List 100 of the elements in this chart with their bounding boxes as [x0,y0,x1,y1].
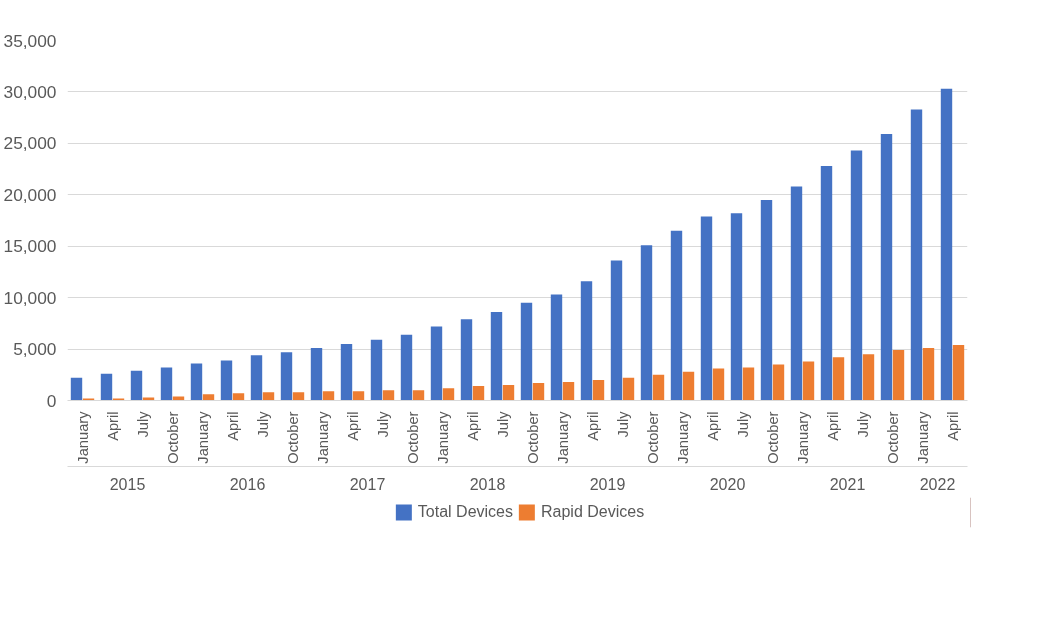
x-tick-label: July [374,410,391,438]
bar [652,374,665,401]
x-tick-label: July [854,410,871,438]
x-tick-label: July [614,410,631,438]
bar [730,213,743,401]
x-tick-label: October [164,411,181,464]
bar [640,245,653,401]
bar [892,350,905,401]
y-tick-label: 25,000 [3,133,57,154]
x-tick-label: July [134,410,151,438]
text: 2017 [349,475,386,493]
bar [532,383,545,401]
x-tick-label: January [314,410,331,464]
bar [712,368,725,401]
bar [802,361,815,401]
bar [682,371,695,401]
text: 2021 [829,475,866,493]
bar [292,392,305,401]
x-tick-label: January [914,410,931,464]
bar [862,354,875,401]
bar [382,390,395,401]
bar [460,319,473,401]
bar [772,364,785,401]
text: 2019 [589,475,626,493]
bar [340,343,353,401]
x-tick-label: January [74,410,91,464]
bar [760,199,773,401]
bar [592,379,605,401]
bar [322,391,335,401]
x-tick-label: April [704,411,721,441]
bar [820,165,833,401]
bar [472,386,485,401]
bar [700,216,713,401]
bar [670,230,683,401]
x-tick-label: July [494,410,511,438]
x-tick-label: April [104,411,121,441]
bar [262,392,275,401]
text: 2020 [709,475,746,493]
bar [610,260,623,401]
bar [832,357,845,401]
x-tick-label: January [554,410,571,464]
bar [412,390,425,401]
x-tick-label: October [644,411,661,464]
text: 2022 [919,475,956,493]
bar [850,150,863,401]
text: 2016 [229,475,266,493]
text: 2015 [109,475,146,493]
x-tick-label: January [434,410,451,464]
legend-label: Total Devices [417,503,513,521]
bar [370,339,383,401]
x-tick-label: October [524,411,541,464]
text: 2018 [469,475,506,493]
y-tick-label: 0 [46,390,57,411]
x-tick-label: October [884,411,901,464]
legend-label: Rapid Devices [541,503,645,521]
bar [580,281,593,401]
bar [250,355,263,401]
bar [352,391,365,401]
y-tick-label: 30,000 [3,81,57,102]
bar [520,302,533,401]
bar [142,397,155,401]
x-tick-label: October [284,411,301,464]
x-tick-label: April [464,411,481,441]
x-tick-label: October [764,411,781,464]
x-tick-label: April [344,411,361,441]
bar [130,370,143,401]
x-tick-label: April [944,411,961,441]
x-tick-label: April [584,411,601,441]
bar [562,381,575,401]
bar [550,294,563,401]
bar [742,367,755,401]
bar [220,360,233,401]
bar [400,334,413,401]
bar [160,367,173,401]
bar [190,363,203,401]
bar [112,398,125,401]
bar [82,398,95,401]
y-tick-label: 5,000 [13,339,57,360]
y-tick-label: 35,000 [3,30,57,51]
bar [922,348,935,401]
x-tick-label: April [224,411,241,441]
bar [490,312,503,401]
bar [952,344,965,401]
bar [910,109,923,401]
bar [232,393,245,401]
bar [502,385,515,401]
bar [70,377,83,401]
bar [430,326,443,401]
x-tick-label: April [824,411,841,441]
x-tick-label: January [794,410,811,464]
y-tick-label: 20,000 [3,184,57,205]
bar [202,394,215,401]
bar [100,373,113,401]
bar [940,88,953,401]
x-tick-label: July [734,410,751,438]
x-tick-label: July [254,410,271,438]
x-tick-label: January [674,410,691,464]
bar [880,134,893,401]
bar [310,348,323,401]
bar [172,396,185,401]
